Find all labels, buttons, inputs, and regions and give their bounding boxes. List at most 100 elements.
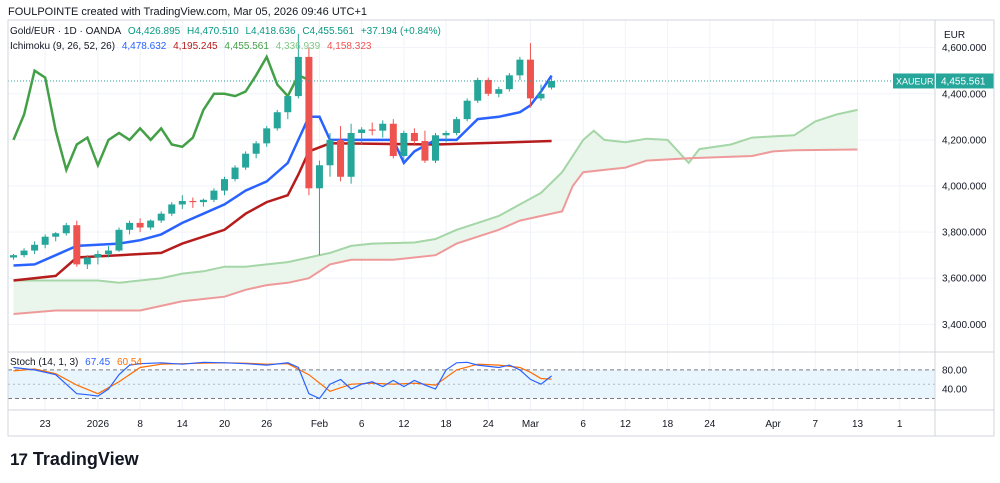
candle-body[interactable]	[294, 56, 302, 97]
time-tick-label: 7	[813, 419, 819, 430]
candle-body[interactable]	[10, 255, 17, 258]
time-tick-label: 12	[620, 419, 632, 430]
candle-body[interactable]	[484, 79, 492, 94]
candle-body[interactable]	[210, 190, 218, 200]
candle-body[interactable]	[284, 96, 292, 113]
candle-body[interactable]	[83, 257, 91, 265]
senkou-span-b-line	[13, 148, 858, 315]
senkou-span-a-line	[13, 108, 858, 284]
candle-body[interactable]	[199, 199, 207, 203]
candle-body[interactable]	[147, 220, 155, 228]
candle-body[interactable]	[315, 165, 323, 189]
candle-body[interactable]	[273, 112, 281, 129]
ichimoku-legend[interactable]: Ichimoku (9, 26, 52, 26) 4,478.632 4,195…	[10, 41, 375, 52]
price-tick-label: 4,200.000	[942, 135, 987, 146]
tradingview-logo[interactable]: 17 TradingView	[10, 449, 139, 470]
price-axis[interactable]: 4,600.000 4,400.000 4,200.000 4,000.000 3,80…	[8, 30, 994, 331]
time-tick-label: 23	[40, 419, 52, 430]
candle-body[interactable]	[20, 250, 28, 256]
ichimoku-title[interactable]: Ichimoku (9, 26, 52, 26)	[10, 41, 116, 52]
candle-body[interactable]	[410, 132, 418, 142]
stoch-band-fill	[8, 369, 935, 399]
candle-body[interactable]	[178, 200, 186, 205]
candle-body[interactable]	[516, 59, 524, 76]
candlestick-series[interactable]	[10, 33, 556, 269]
time-tick-label: Apr	[765, 419, 781, 430]
candle-body[interactable]	[31, 244, 39, 251]
candle-body[interactable]	[221, 179, 228, 191]
candle-body[interactable]	[157, 213, 165, 221]
symbol-price-tag-label: XAUEUR	[896, 76, 934, 86]
candle-body[interactable]	[379, 123, 387, 131]
candle-body[interactable]	[242, 153, 250, 168]
time-tick-label: Mar	[522, 419, 540, 430]
candle-body[interactable]	[136, 222, 144, 228]
chikou-span-line	[12, 53, 310, 174]
stochastic-pane[interactable]: 80.00 40.00	[8, 361, 967, 400]
close-value: C4,455.561	[302, 26, 355, 37]
candle-body[interactable]	[94, 254, 102, 258]
symbol-legend[interactable]: Gold/EUR · 1D · OANDA O4,426.895 H4,470.…	[10, 26, 445, 37]
ichimoku-span-a-value: 4,336.939	[275, 41, 321, 52]
candle-body[interactable]	[52, 233, 60, 237]
candle-body[interactable]	[41, 236, 49, 245]
candle-body[interactable]	[231, 167, 239, 180]
open-value: O4,426.895	[127, 26, 181, 37]
stoch-tick-label: 40.00	[942, 384, 967, 395]
time-tick-label: 26	[261, 419, 273, 430]
candle-body[interactable]	[495, 89, 503, 94]
candle-body[interactable]	[347, 132, 355, 177]
candle-body[interactable]	[115, 229, 123, 251]
tenkan-sen-line	[13, 74, 553, 267]
time-tick-label: 14	[177, 419, 189, 430]
low-value: L4,418.636	[245, 26, 296, 37]
candle-body[interactable]	[389, 123, 397, 157]
candle-body[interactable]	[252, 143, 260, 154]
candle-body[interactable]	[463, 100, 471, 120]
candle-body[interactable]	[305, 56, 313, 189]
candle-body[interactable]	[474, 79, 482, 101]
time-tick-label: 20	[219, 419, 231, 430]
symbol-price-tag	[893, 73, 935, 89]
ichimoku-kijun-value: 4,195.245	[173, 41, 218, 52]
candle-body[interactable]	[326, 139, 334, 166]
cloud-fill	[13, 109, 858, 315]
stoch-legend[interactable]: Stoch (14, 1, 3) 67.45 60.54	[10, 357, 146, 368]
time-tick-label: 24	[704, 419, 716, 430]
candle-body[interactable]	[62, 225, 70, 234]
candle-body[interactable]	[189, 200, 197, 203]
ichimoku-span-b-value: 4,158.323	[326, 41, 372, 52]
candle-body[interactable]	[526, 59, 534, 99]
price-tick-label: 4,400.000	[942, 89, 987, 100]
candle-body[interactable]	[168, 204, 176, 214]
candle-body[interactable]	[442, 132, 450, 136]
candle-body[interactable]	[421, 141, 429, 161]
candle-body[interactable]	[368, 129, 376, 131]
price-tick-label: 4,000.000	[942, 182, 987, 193]
time-tick-label: 18	[440, 419, 452, 430]
candle-body[interactable]	[505, 75, 513, 90]
last-price-tag-label: 4,455.561	[941, 76, 986, 87]
symbol-title[interactable]: Gold/EUR · 1D · OANDA	[10, 26, 122, 37]
price-tick-label: 3,600.000	[942, 274, 987, 285]
time-tick-label: 1	[897, 419, 903, 430]
candle-body[interactable]	[453, 119, 461, 133]
stoch-tick-label: 80.00	[942, 365, 967, 376]
candle-body[interactable]	[73, 225, 81, 265]
candle-body[interactable]	[126, 222, 134, 230]
stoch-title[interactable]: Stoch (14, 1, 3)	[10, 357, 79, 368]
candle-body[interactable]	[400, 132, 408, 157]
candle-body[interactable]	[358, 129, 366, 133]
time-tick-label: 13	[852, 419, 864, 430]
last-price-tag[interactable]	[936, 73, 994, 89]
candle-body[interactable]	[263, 128, 271, 144]
time-tick-label: Feb	[311, 419, 329, 430]
tradingview-logo-icon: 17	[10, 449, 28, 469]
time-axis[interactable]: 23 2026 8 14 20 26 Feb 6 12 18 24 Mar 6 12 18 24 Apr 7 13 1	[40, 419, 903, 430]
candle-body[interactable]	[537, 93, 545, 99]
candle-body[interactable]	[548, 80, 556, 88]
candle-body[interactable]	[337, 139, 345, 177]
candle-body[interactable]	[432, 135, 439, 161]
candle-body[interactable]	[104, 250, 112, 255]
